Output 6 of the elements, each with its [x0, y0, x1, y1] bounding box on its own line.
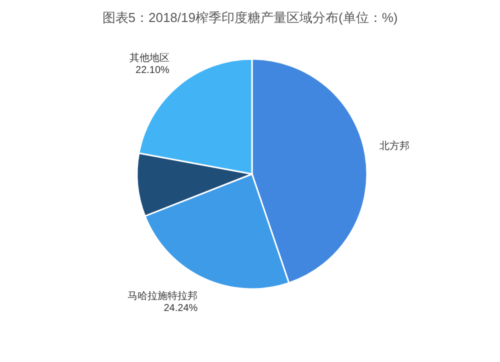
- slice-label: 马哈拉施特拉邦: [128, 290, 198, 302]
- slice-label: 其他地区: [129, 52, 170, 64]
- slice-label: 北方邦: [379, 140, 410, 152]
- chart-title: 图表5：2018/19榨季印度糖产量区域分布(单位：%): [102, 10, 398, 25]
- data-label: 22.10%: [136, 64, 170, 76]
- data-label: 24.24%: [164, 302, 198, 314]
